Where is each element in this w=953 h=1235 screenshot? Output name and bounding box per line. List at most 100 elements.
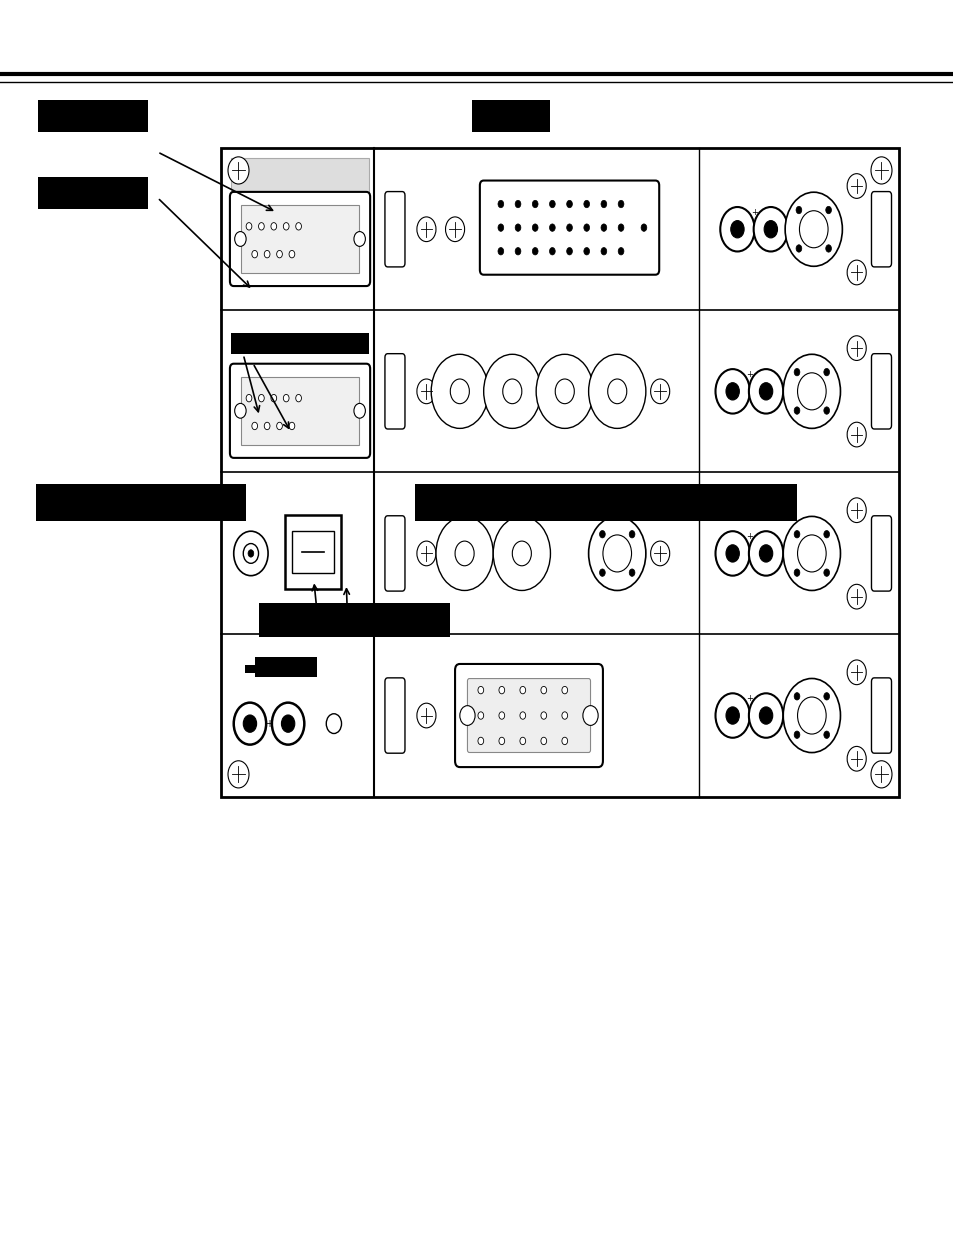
Circle shape xyxy=(823,406,829,414)
Circle shape xyxy=(549,247,555,254)
Text: +: + xyxy=(745,532,752,541)
Text: +: + xyxy=(745,370,752,379)
Circle shape xyxy=(846,584,865,609)
Circle shape xyxy=(870,761,891,788)
Circle shape xyxy=(566,247,572,254)
Circle shape xyxy=(583,200,589,207)
Bar xyxy=(38,177,148,209)
Circle shape xyxy=(540,711,546,719)
Text: +: + xyxy=(265,719,273,729)
Circle shape xyxy=(600,247,606,254)
Circle shape xyxy=(477,737,483,745)
Circle shape xyxy=(793,531,799,538)
Circle shape xyxy=(870,157,891,184)
Circle shape xyxy=(515,247,520,254)
Bar xyxy=(760,694,770,703)
Circle shape xyxy=(602,535,631,572)
Circle shape xyxy=(650,379,669,404)
Circle shape xyxy=(246,222,252,230)
Circle shape xyxy=(588,516,645,590)
Circle shape xyxy=(519,737,525,745)
Circle shape xyxy=(264,422,270,430)
Circle shape xyxy=(823,531,829,538)
Circle shape xyxy=(264,251,270,258)
Circle shape xyxy=(823,731,829,739)
Circle shape xyxy=(272,703,304,745)
Circle shape xyxy=(650,541,669,566)
Circle shape xyxy=(598,531,604,538)
Circle shape xyxy=(234,232,246,247)
Circle shape xyxy=(354,232,365,247)
Circle shape xyxy=(782,516,840,590)
Circle shape xyxy=(248,550,253,557)
Circle shape xyxy=(823,693,829,700)
Circle shape xyxy=(561,711,567,719)
Circle shape xyxy=(797,535,825,572)
Circle shape xyxy=(243,543,258,563)
Bar xyxy=(231,333,369,354)
Circle shape xyxy=(846,174,865,199)
Circle shape xyxy=(715,693,749,737)
Circle shape xyxy=(730,221,743,238)
Circle shape xyxy=(416,541,436,566)
Circle shape xyxy=(583,247,589,254)
Circle shape xyxy=(782,678,840,752)
Circle shape xyxy=(797,697,825,734)
Circle shape xyxy=(715,369,749,414)
Bar xyxy=(38,100,148,132)
Circle shape xyxy=(583,224,589,231)
Circle shape xyxy=(283,394,289,401)
Circle shape xyxy=(540,687,546,694)
Circle shape xyxy=(536,354,593,429)
FancyBboxPatch shape xyxy=(384,678,405,753)
Circle shape xyxy=(582,705,598,725)
FancyBboxPatch shape xyxy=(871,678,890,753)
Circle shape xyxy=(283,222,289,230)
Bar xyxy=(259,603,450,637)
Bar xyxy=(245,664,254,673)
Circle shape xyxy=(498,711,504,719)
Bar xyxy=(292,531,334,573)
FancyBboxPatch shape xyxy=(455,664,602,767)
Circle shape xyxy=(455,541,474,566)
Circle shape xyxy=(566,224,572,231)
Circle shape xyxy=(846,261,865,285)
Text: +: + xyxy=(750,207,757,217)
Circle shape xyxy=(519,687,525,694)
Circle shape xyxy=(823,569,829,577)
FancyBboxPatch shape xyxy=(230,191,370,287)
Circle shape xyxy=(795,245,801,252)
Circle shape xyxy=(281,715,294,732)
Circle shape xyxy=(295,394,301,401)
Circle shape xyxy=(846,336,865,361)
FancyBboxPatch shape xyxy=(871,516,890,592)
Circle shape xyxy=(252,251,257,258)
Circle shape xyxy=(600,200,606,207)
Circle shape xyxy=(555,379,574,404)
Circle shape xyxy=(246,394,252,401)
Circle shape xyxy=(258,394,264,401)
Circle shape xyxy=(243,715,256,732)
Circle shape xyxy=(416,379,436,404)
Text: +: + xyxy=(745,694,752,703)
Circle shape xyxy=(477,687,483,694)
Circle shape xyxy=(618,247,623,254)
Circle shape xyxy=(825,206,831,214)
Circle shape xyxy=(618,200,623,207)
Circle shape xyxy=(450,379,469,404)
Circle shape xyxy=(825,245,831,252)
Circle shape xyxy=(561,687,567,694)
Circle shape xyxy=(515,200,520,207)
Circle shape xyxy=(416,217,436,242)
Bar xyxy=(36,484,246,521)
Circle shape xyxy=(515,224,520,231)
Circle shape xyxy=(431,354,488,429)
Bar xyxy=(728,694,737,703)
Circle shape xyxy=(326,714,341,734)
Circle shape xyxy=(799,211,827,248)
Circle shape xyxy=(795,206,801,214)
Circle shape xyxy=(846,746,865,771)
Circle shape xyxy=(725,383,739,400)
Circle shape xyxy=(846,498,865,522)
Circle shape xyxy=(289,422,294,430)
